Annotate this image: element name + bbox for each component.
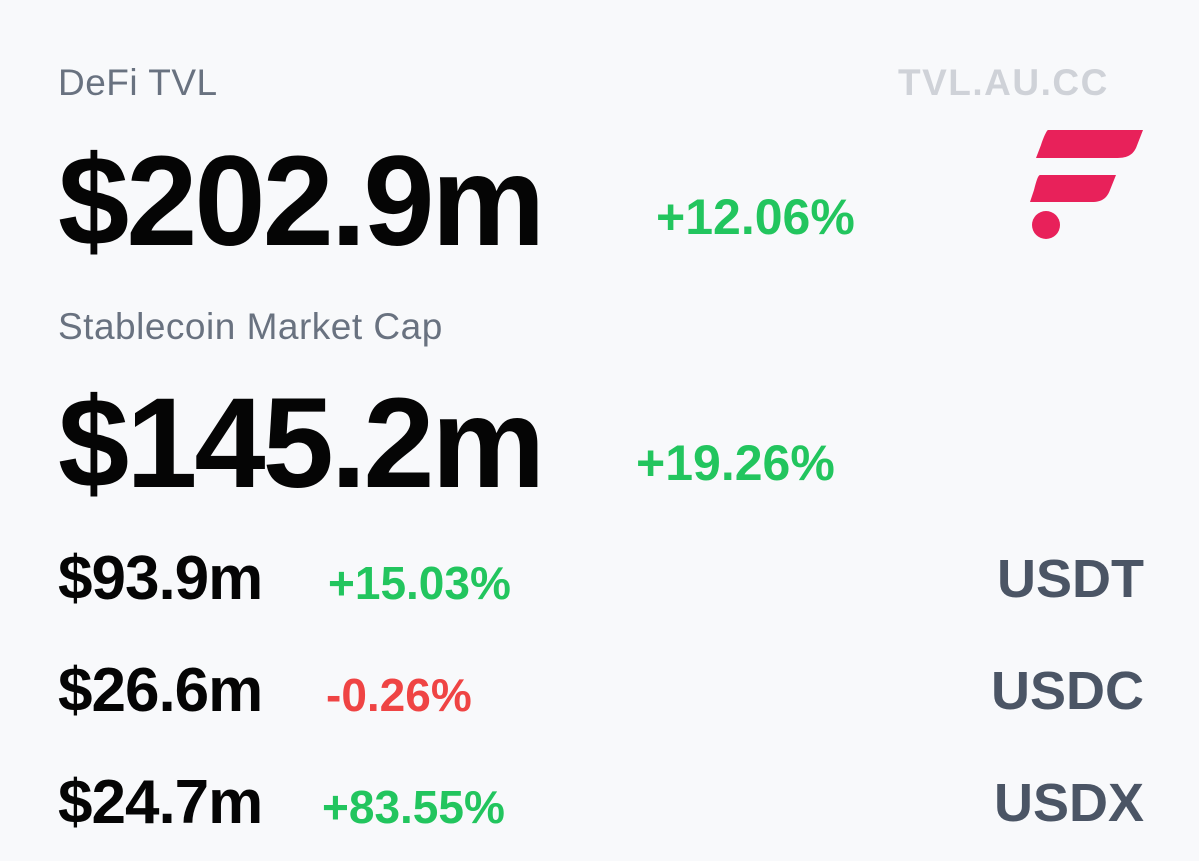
site-name[interactable]: TVL.AU.CC (898, 62, 1109, 103)
usdt-value: $93.9m (58, 544, 263, 613)
stablecoin-change: +19.26% (636, 435, 835, 491)
stablecoin-value: $145.2m (58, 372, 545, 515)
usdc-change: -0.26% (326, 669, 472, 721)
tvl-change: +12.06% (656, 189, 855, 245)
stablecoin-label: Stablecoin Market Cap (58, 306, 443, 347)
defi-tvl-label: DeFi TVL (58, 62, 218, 103)
usdx-symbol: USDX (993, 773, 1144, 833)
usdc-symbol: USDC (990, 661, 1144, 721)
brand-f-logo-icon (1028, 128, 1146, 244)
usdx-change: +83.55% (322, 781, 505, 833)
usdc-value: $26.6m (58, 656, 263, 725)
usdx-value: $24.7m (58, 768, 263, 837)
usdt-change: +15.03% (328, 557, 511, 609)
tvl-value: $202.9m (58, 130, 545, 273)
usdt-symbol: USDT (997, 549, 1144, 609)
